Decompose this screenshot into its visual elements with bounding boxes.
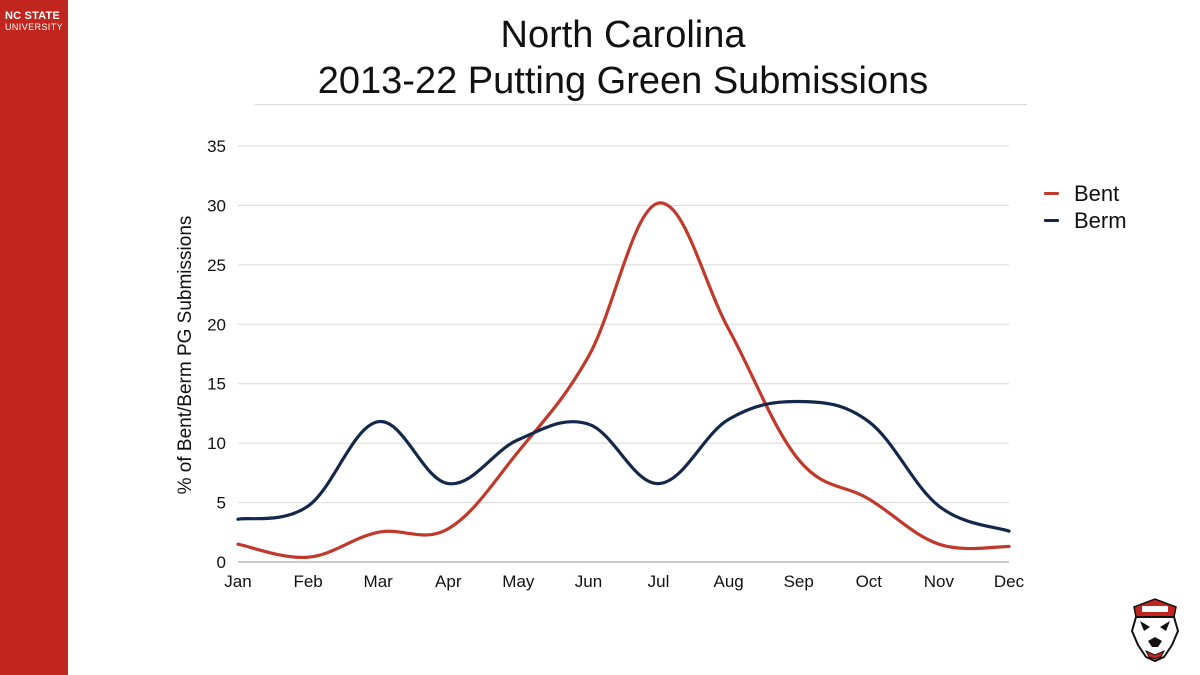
y-tick-label-20: 20: [207, 315, 226, 334]
data-point-bent-nov: [937, 542, 941, 546]
brand-sidebar: NC STATE UNIVERSITY: [0, 0, 68, 675]
data-point-berm-aug: [727, 417, 731, 421]
data-point-berm-mar: [376, 420, 380, 424]
data-point-bent-mar: [376, 530, 380, 534]
x-tick-label-sep: Sep: [784, 572, 814, 591]
x-tick-label-mar: Mar: [364, 572, 394, 591]
x-tick-label-jan: Jan: [224, 572, 251, 591]
legend-swatch-bent: [1044, 192, 1059, 195]
x-tick-label-jun: Jun: [575, 572, 602, 591]
wolf-mascot-logo: [1130, 598, 1180, 663]
legend-item-bent: Bent: [1044, 180, 1127, 207]
chart-legend: Bent Berm: [1044, 180, 1127, 234]
gridlines: [238, 145, 1009, 563]
data-point-bent-dec: [1007, 545, 1011, 548]
x-tick-label-apr: Apr: [435, 572, 462, 591]
legend-swatch-berm: [1044, 219, 1059, 222]
brand-line-2: UNIVERSITY: [5, 22, 64, 32]
data-point-bent-feb: [306, 555, 310, 559]
y-tick-label-35: 35: [207, 137, 226, 156]
legend-label-berm: Berm: [1074, 207, 1127, 233]
y-tick-label-25: 25: [207, 256, 226, 275]
axis-ticks: 0 5 10 15 20 25 30 35 Jan Feb Mar Apr May Jun Jul Aug Se…: [207, 137, 1025, 591]
data-point-bent-apr: [446, 527, 450, 531]
legend-label-bent: Bent: [1074, 180, 1120, 206]
data-point-berm-may: [516, 438, 520, 441]
data-point-berm-jun: [587, 422, 590, 426]
data-point-berm-oct: [867, 420, 871, 424]
title-divider: [255, 104, 1027, 105]
data-point-bent-aug: [727, 327, 731, 331]
x-tick-label-jul: Jul: [648, 572, 670, 591]
brand-line-1: NC STATE: [5, 10, 60, 22]
data-point-bent-sep: [797, 458, 801, 462]
data-point-berm-feb: [306, 504, 310, 508]
series-lines: [236, 201, 1011, 560]
data-point-berm-sep: [797, 400, 801, 403]
y-tick-label-15: 15: [207, 375, 226, 394]
data-point-bent-oct: [867, 497, 871, 501]
y-tick-label-0: 0: [217, 553, 226, 572]
series-line-berm: [236, 399, 1011, 533]
data-point-berm-nov: [937, 504, 941, 508]
x-tick-label-may: May: [502, 572, 535, 591]
series-line-bent: [236, 201, 1011, 560]
x-tick-label-dec: Dec: [994, 572, 1025, 591]
chart-title-line-2: 2013-22 Putting Green Submissions: [317, 60, 929, 102]
legend-item-berm: Berm: [1044, 207, 1127, 234]
y-tick-label-30: 30: [207, 196, 226, 215]
data-point-berm-dec: [1007, 529, 1011, 533]
data-point-bent-may: [516, 450, 520, 453]
x-tick-label-nov: Nov: [924, 572, 955, 591]
chart-title-line-1: North Carolina: [500, 14, 746, 56]
data-point-bent-jan: [236, 542, 240, 546]
y-tick-label-5: 5: [217, 494, 226, 513]
data-point-berm-apr: [446, 482, 450, 485]
data-point-bent-jul: [657, 201, 660, 205]
x-tick-label-oct: Oct: [856, 572, 883, 591]
y-tick-label-10: 10: [207, 434, 226, 453]
x-tick-label-feb: Feb: [293, 572, 322, 591]
x-tick-label-aug: Aug: [714, 572, 744, 591]
ncstate-wordmark: NC STATE UNIVERSITY: [5, 11, 63, 32]
data-point-berm-jul: [657, 482, 660, 485]
y-axis-label: % of Bent/Berm PG Submissions: [175, 216, 196, 495]
data-point-berm-jan: [236, 517, 240, 521]
data-point-bent-jun: [587, 354, 590, 358]
